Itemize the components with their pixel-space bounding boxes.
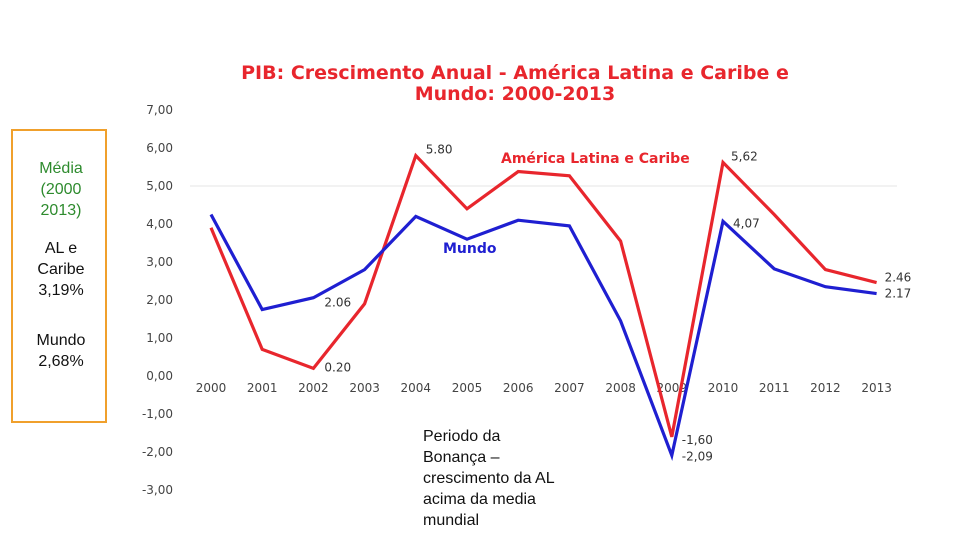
chart-title-line: Mundo: 2000-2013 [415,83,615,105]
series-name-world: Mundo [443,241,497,257]
data-label: 4,07 [733,216,760,230]
y-tick-label: -1,00 [142,407,173,421]
average-world: Mundo 2,68% [36,332,86,370]
series-name-latin-america: América Latina e Caribe [501,151,690,167]
x-tick-label: 2006 [503,381,534,395]
y-tick-label: 2,00 [146,293,173,307]
y-tick-label: 4,00 [146,217,173,231]
x-tick-label: 2001 [247,381,278,395]
x-tick-label: 2012 [810,381,841,395]
data-label: -2,09 [682,449,713,463]
data-label: 2.06 [324,296,351,310]
y-tick-label: 5,00 [146,179,173,193]
chart-title-line: PIB: Crescimento Anual - América Latina … [241,62,789,84]
y-tick-label: 3,00 [146,255,173,269]
x-tick-label: 2002 [298,381,329,395]
data-label: 0.20 [324,360,351,374]
data-label: 5,62 [731,149,758,163]
y-tick-label: 7,00 [146,103,173,117]
average-latin-america: AL e Caribe 3,19% [37,240,85,299]
average-growth-box: Média (2000 2013) AL e Caribe 3,19% Mund… [11,129,107,423]
series-line-world [209,213,877,462]
y-tick-label: -2,00 [142,445,173,459]
x-tick-label: 2007 [554,381,585,395]
x-tick-label: 2003 [349,381,380,395]
x-tick-label: 2008 [605,381,636,395]
x-tick-label: 2005 [452,381,483,395]
series-line-latin-america [209,152,877,438]
data-label: 2.46 [885,271,912,285]
data-label: -1,60 [682,433,713,447]
x-tick-label: 2013 [861,381,892,395]
y-tick-label: -3,00 [142,483,173,497]
x-tick-label: 2000 [196,381,227,395]
data-label: 5.80 [426,143,453,157]
x-tick-label: 2004 [401,381,432,395]
bonanza-period-note: Periodo da Bonança – crescimento da AL a… [423,428,555,529]
y-tick-label: 6,00 [146,141,173,155]
x-tick-label: 2011 [759,381,790,395]
data-label: 2.17 [885,287,912,301]
x-tick-label: 2010 [708,381,739,395]
y-tick-label: 1,00 [146,331,173,345]
y-tick-label: 0,00 [146,369,173,383]
average-heading: Média (2000 2013) [39,160,83,219]
